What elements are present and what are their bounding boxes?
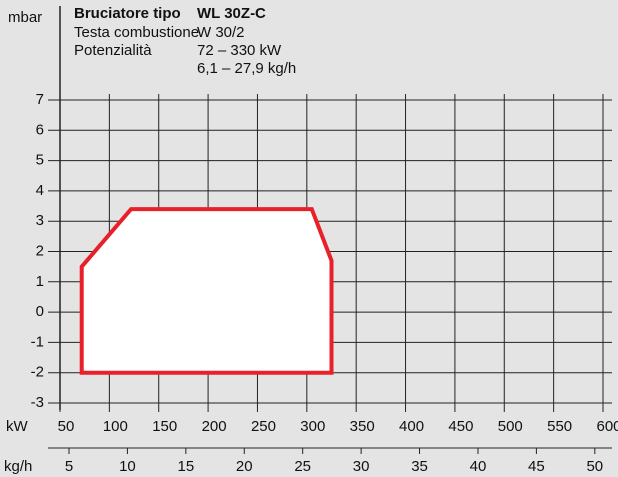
y-tick-label: 1 [36,273,44,290]
x-tick-label: 450 [448,418,473,435]
x2-tick-label: 15 [178,458,195,475]
x-tick-label: 350 [350,418,375,435]
x2-tick-label: 50 [586,458,603,475]
y-tick-label: 0 [36,303,44,320]
x2-axis-label: kg/h [4,458,32,475]
y-tick-label: 5 [36,152,44,169]
x-tick-label: 300 [300,418,325,435]
x-tick-label: 600 [596,418,618,435]
working-field [79,207,334,375]
x-tick-label: 500 [498,418,523,435]
x-tick-label: 250 [251,418,276,435]
x2-tick-label: 10 [119,458,136,475]
x2-tick-label: 5 [65,458,73,475]
x2-tick-label: 35 [411,458,428,475]
header-key: Potenzialità [74,42,152,59]
y-tick-label: 4 [36,182,44,199]
y-tick-label: -2 [31,364,44,381]
x2-tick-label: 30 [353,458,370,475]
x-tick-label: 100 [103,418,128,435]
x2-tick-label: 25 [294,458,311,475]
y-tick-label: -1 [31,333,44,350]
x-tick-label: 400 [399,418,424,435]
y-tick-label: 2 [36,242,44,259]
y-tick-label: 3 [36,212,44,229]
x-tick-label: 200 [202,418,227,435]
header-model: WL 30Z-C [197,5,266,22]
x-axis-label: kW [6,418,29,435]
header-key: Testa combustione [74,24,199,41]
x2-tick-label: 20 [236,458,253,475]
x-tick-label: 50 [58,418,75,435]
header-title: Bruciatore tipo [74,5,181,22]
y-axis-label: mbar [8,9,42,26]
header-value: 6,1 – 27,9 kg/h [197,60,296,77]
y-tick-label: 6 [36,121,44,138]
x-tick-label: 550 [547,418,572,435]
x-tick-label: 150 [152,418,177,435]
header-value: W 30/2 [197,24,245,41]
y-tick-label: -3 [31,394,44,411]
y-tick-label: 7 [36,91,44,108]
x2-tick-label: 45 [528,458,545,475]
x2-tick-label: 40 [470,458,487,475]
header-value: 72 – 330 kW [197,42,282,59]
